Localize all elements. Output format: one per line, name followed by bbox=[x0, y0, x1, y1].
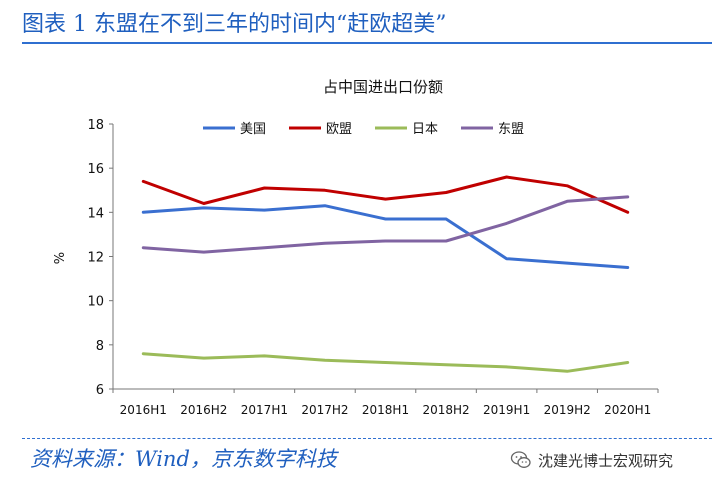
series-line-0 bbox=[141, 204, 630, 269]
data-point bbox=[444, 191, 448, 194]
data-point bbox=[505, 365, 508, 369]
series-layer bbox=[141, 175, 630, 373]
data-point bbox=[505, 257, 508, 260]
legend: 美国 欧盟 日本 东盟 bbox=[203, 122, 524, 137]
data-point bbox=[263, 246, 266, 249]
header-divider bbox=[22, 42, 712, 44]
data-point bbox=[565, 261, 569, 265]
y-tick-label: 10 bbox=[87, 295, 104, 310]
data-point bbox=[626, 211, 629, 214]
data-point bbox=[142, 246, 145, 249]
legend-label: 东盟 bbox=[498, 122, 524, 137]
axes: 6 8 10 12 14 16 18 2016H1 2016H2 2017H1 2017H2 2018… bbox=[87, 118, 659, 417]
line-chart: 占中国进出口份额 % 6 8 10 12 14 16 18 2016H1 2016H2 2017H… bbox=[53, 78, 659, 417]
legend-label: 美国 bbox=[240, 122, 266, 137]
data-point bbox=[263, 186, 266, 190]
data-point bbox=[323, 359, 327, 362]
x-tick-label: 2019H2 bbox=[544, 403, 591, 417]
data-point bbox=[202, 202, 206, 205]
series-line-3 bbox=[141, 195, 630, 254]
x-tick-label: 2016H2 bbox=[180, 403, 227, 417]
y-tick-label: 16 bbox=[87, 162, 104, 177]
x-tick-label: 2018H1 bbox=[362, 403, 409, 417]
data-point bbox=[626, 195, 629, 199]
y-axis-label: % bbox=[53, 252, 68, 264]
watermark-text: 沈建光博士宏观研究 bbox=[538, 451, 674, 470]
data-point bbox=[384, 197, 387, 201]
data-point bbox=[323, 204, 327, 207]
data-point bbox=[384, 361, 387, 364]
data-point bbox=[202, 356, 206, 360]
legend-label: 欧盟 bbox=[326, 122, 352, 137]
wechat-icon bbox=[510, 451, 531, 468]
x-tick-label: 2018H2 bbox=[422, 403, 469, 417]
data-point bbox=[565, 370, 569, 373]
data-point bbox=[263, 354, 266, 358]
x-tick-label: 2020H1 bbox=[604, 403, 651, 417]
data-point bbox=[384, 239, 387, 243]
x-tick-label: 2017H1 bbox=[241, 403, 288, 417]
data-point bbox=[202, 206, 206, 210]
data-point bbox=[626, 266, 629, 269]
figure-title: 图表 1 东盟在不到三年的时间内“赶欧超美” bbox=[22, 12, 447, 37]
data-point bbox=[444, 363, 448, 366]
y-tick-label: 12 bbox=[87, 251, 104, 266]
data-point bbox=[505, 222, 508, 225]
x-tick-label: 2019H1 bbox=[483, 403, 530, 417]
data-point bbox=[444, 239, 448, 243]
footer-divider bbox=[22, 438, 712, 439]
data-point bbox=[142, 180, 145, 183]
data-point bbox=[626, 361, 629, 364]
y-tick-label: 6 bbox=[96, 383, 104, 398]
legend-label: 日本 bbox=[412, 122, 438, 137]
data-point bbox=[505, 175, 508, 179]
data-point bbox=[565, 184, 569, 188]
data-point bbox=[444, 217, 448, 221]
y-tick-label: 18 bbox=[87, 118, 104, 133]
x-tick-label: 2016H1 bbox=[120, 403, 167, 417]
data-point bbox=[263, 208, 266, 212]
data-point bbox=[323, 242, 327, 245]
watermark: 沈建光博士宏观研究 bbox=[510, 448, 673, 472]
data-point bbox=[202, 250, 206, 254]
x-tick-label: 2017H2 bbox=[301, 403, 348, 417]
data-point bbox=[142, 211, 145, 214]
data-point bbox=[565, 200, 569, 203]
chart-title: 占中国进出口份额 bbox=[323, 78, 443, 96]
data-point bbox=[323, 189, 327, 192]
data-point bbox=[384, 217, 387, 221]
y-tick-label: 14 bbox=[87, 206, 104, 221]
source-note: 资料来源：Wind，京东数字科技 bbox=[30, 447, 337, 471]
data-point bbox=[142, 352, 145, 355]
y-tick-label: 8 bbox=[96, 339, 104, 354]
